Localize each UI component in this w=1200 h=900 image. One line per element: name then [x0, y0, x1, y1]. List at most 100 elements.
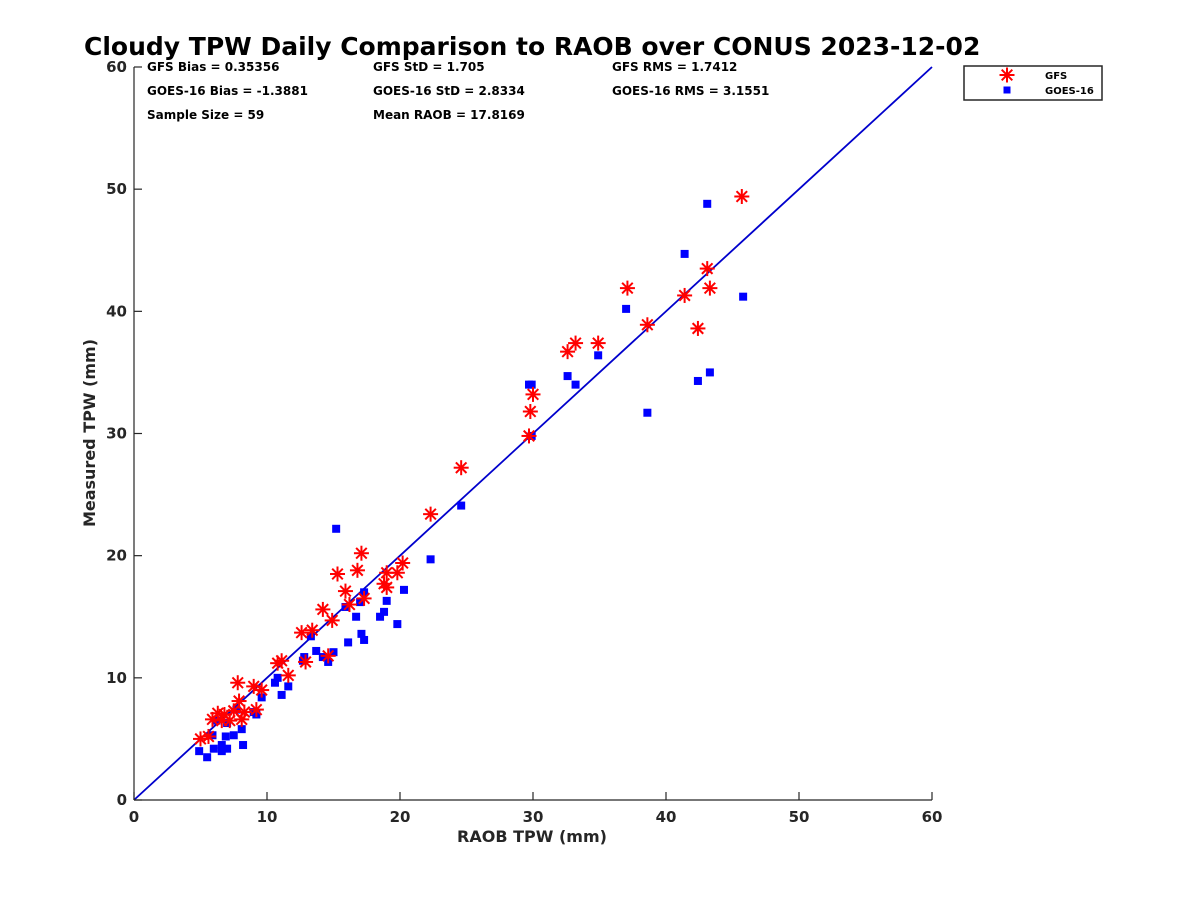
- gfs-point: [423, 506, 439, 522]
- y-tick-label: 60: [106, 58, 127, 76]
- goes16-point: [739, 292, 748, 301]
- gfs-point: [395, 555, 411, 571]
- goes16-point: [527, 380, 536, 389]
- goes16-point: [318, 653, 327, 662]
- legend-box: [963, 65, 1103, 101]
- gfs-point: [379, 565, 395, 581]
- gfs-point: [522, 404, 538, 420]
- gfs-point: [294, 625, 310, 641]
- gfs-point: [525, 386, 541, 402]
- goes16-point: [399, 585, 408, 594]
- goes16-point: [203, 753, 212, 762]
- goes16-point: [329, 648, 338, 657]
- gfs-point: [341, 597, 357, 613]
- goes16-point: [703, 199, 712, 208]
- goes16-point: [622, 304, 631, 313]
- gfs-point: [254, 682, 270, 698]
- gfs-point: [702, 280, 718, 296]
- goes16-point: [426, 555, 435, 564]
- goes16-point: [232, 705, 241, 714]
- gfs-point: [329, 566, 345, 582]
- gfs-point: [356, 590, 372, 606]
- gfs-point: [280, 667, 296, 683]
- gfs-point: [320, 648, 336, 664]
- x-axis-label: RAOB TPW (mm): [457, 827, 607, 846]
- goes16-point: [680, 249, 689, 258]
- gfs-point: [304, 622, 320, 638]
- goes16-point: [376, 612, 385, 621]
- x-tick-label: 10: [257, 808, 278, 826]
- goes16-point: [393, 620, 402, 629]
- goes16-point: [229, 731, 238, 740]
- gfs-point: [677, 287, 693, 303]
- statistics-panel: GFS Bias = 0.35356 GFS StD = 1.705 GFS RMS…: [147, 60, 769, 122]
- gfs-point: [699, 261, 715, 277]
- gfs-point: [690, 320, 706, 336]
- x-tick-label: 0: [129, 808, 139, 826]
- gfs-point: [590, 335, 606, 351]
- legend: GFS GOES-16: [963, 65, 1103, 101]
- goes16-point: [357, 629, 366, 638]
- goes16-point: [643, 408, 652, 417]
- goes16-point: [563, 372, 572, 381]
- goes16-point: [306, 632, 315, 641]
- y-tick-label: 20: [106, 547, 127, 565]
- y-tick-label: 0: [117, 791, 127, 809]
- legend-goes16-marker: [1003, 86, 1011, 94]
- gfs-point: [315, 601, 331, 617]
- gfs-point: [521, 428, 537, 444]
- gfs-point: [639, 317, 655, 333]
- gfs-point: [231, 693, 247, 709]
- gfs-point: [353, 545, 369, 561]
- y-tick-labels: 0 10 20 30 40 50 60: [106, 58, 127, 809]
- gfs-point: [248, 702, 264, 718]
- goes16-point: [217, 747, 226, 756]
- goes16-point: [360, 635, 369, 644]
- data-markers: [193, 188, 750, 762]
- goes16-point: [705, 368, 714, 377]
- y-tick-label: 40: [106, 302, 127, 320]
- stat-label: GOES-16 RMS = 3.1551: [612, 84, 769, 98]
- goes16-point: [382, 596, 391, 605]
- x-tick-label: 50: [789, 808, 810, 826]
- stat-label: GFS StD = 1.705: [373, 60, 485, 74]
- goes16-point: [284, 682, 293, 691]
- gfs-point: [619, 280, 635, 296]
- x-tick-label: 60: [922, 808, 943, 826]
- goes16-point: [217, 741, 226, 750]
- goes16-point: [457, 501, 466, 510]
- goes16-point: [571, 380, 580, 389]
- goes16-point: [223, 744, 232, 753]
- goes16-point: [221, 732, 230, 741]
- goes16-point: [277, 690, 286, 699]
- gfs-point: [230, 675, 246, 691]
- goes16-point: [195, 747, 204, 756]
- gfs-point: [274, 653, 290, 669]
- y-tick-label: 50: [106, 180, 127, 198]
- gfs-point: [453, 460, 469, 476]
- stat-label: GOES-16 Bias = -1.3881: [147, 84, 308, 98]
- y-tick-label: 10: [106, 669, 127, 687]
- goes16-point: [312, 646, 321, 655]
- gfs-point: [379, 579, 395, 595]
- gfs-point: [337, 583, 353, 599]
- goes16-point: [273, 673, 282, 682]
- goes16-point: [332, 524, 341, 533]
- gfs-point: [236, 704, 252, 720]
- gfs-point: [349, 562, 365, 578]
- y-tick-label: 30: [106, 425, 127, 443]
- stat-label: Sample Size = 59: [147, 108, 264, 122]
- gfs-point: [200, 728, 216, 744]
- gfs-point: [568, 335, 584, 351]
- legend-label-gfs: GFS: [1045, 71, 1067, 82]
- legend-label-goes16: GOES-16: [1045, 86, 1094, 97]
- gfs-point: [324, 612, 340, 628]
- stat-label: GFS Bias = 0.35356: [147, 60, 279, 74]
- stat-label: Mean RAOB = 17.8169: [373, 108, 525, 122]
- y-axis-label: Measured TPW (mm): [80, 339, 99, 527]
- goes16-point: [380, 607, 389, 616]
- stat-label: GFS RMS = 1.7412: [612, 60, 737, 74]
- x-tick-label: 20: [390, 808, 411, 826]
- stat-label: GOES-16 StD = 2.8334: [373, 84, 525, 98]
